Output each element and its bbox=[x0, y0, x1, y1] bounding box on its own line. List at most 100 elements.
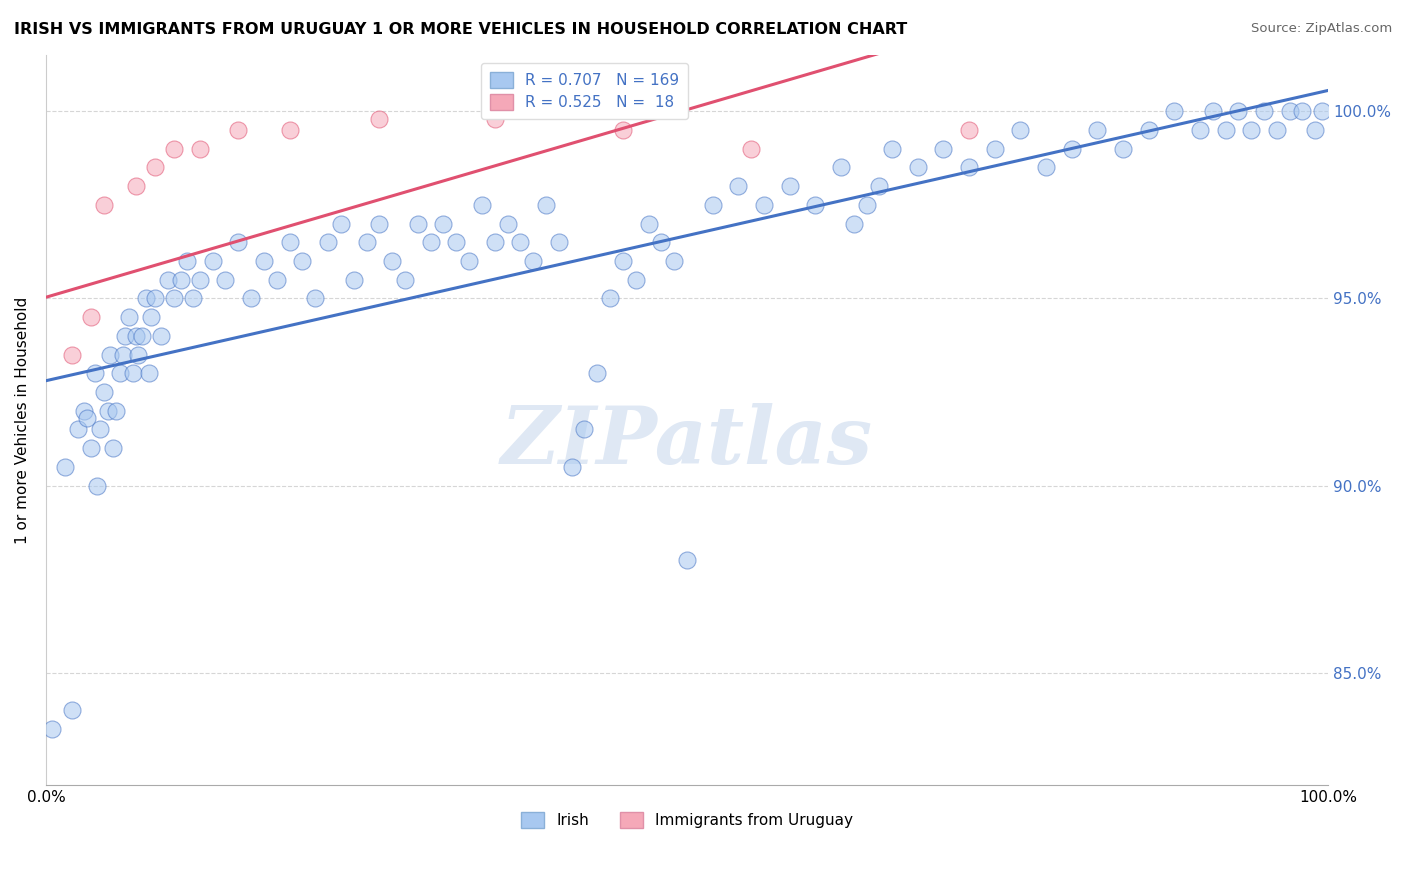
Point bbox=[93, 198, 115, 212]
Point bbox=[73, 403, 96, 417]
Point bbox=[1163, 104, 1185, 119]
Point bbox=[76, 411, 98, 425]
Point bbox=[96, 403, 118, 417]
Point bbox=[907, 161, 929, 175]
Point bbox=[1227, 104, 1250, 119]
Point bbox=[1060, 142, 1083, 156]
Point bbox=[122, 367, 145, 381]
Point bbox=[779, 179, 801, 194]
Point bbox=[664, 254, 686, 268]
Point bbox=[201, 254, 224, 268]
Point bbox=[125, 329, 148, 343]
Point bbox=[702, 198, 724, 212]
Point bbox=[855, 198, 877, 212]
Point bbox=[534, 198, 557, 212]
Point bbox=[637, 217, 659, 231]
Point bbox=[278, 235, 301, 250]
Point bbox=[176, 254, 198, 268]
Point bbox=[80, 310, 103, 325]
Point bbox=[624, 273, 647, 287]
Point bbox=[143, 161, 166, 175]
Point bbox=[394, 273, 416, 287]
Point bbox=[60, 348, 83, 362]
Point bbox=[316, 235, 339, 250]
Point bbox=[381, 254, 404, 268]
Point bbox=[1278, 104, 1301, 119]
Point bbox=[932, 142, 955, 156]
Point bbox=[163, 292, 186, 306]
Point bbox=[105, 403, 128, 417]
Point bbox=[156, 273, 179, 287]
Point bbox=[484, 112, 506, 126]
Point bbox=[53, 459, 76, 474]
Point bbox=[131, 329, 153, 343]
Point bbox=[143, 292, 166, 306]
Point bbox=[118, 310, 141, 325]
Point bbox=[752, 198, 775, 212]
Point bbox=[676, 553, 699, 567]
Point bbox=[266, 273, 288, 287]
Point bbox=[727, 179, 749, 194]
Point bbox=[509, 235, 531, 250]
Point bbox=[110, 367, 132, 381]
Point bbox=[226, 235, 249, 250]
Point bbox=[45, 834, 67, 848]
Point bbox=[98, 348, 121, 362]
Point bbox=[1202, 104, 1225, 119]
Point bbox=[957, 123, 980, 137]
Point bbox=[522, 254, 544, 268]
Point bbox=[150, 329, 173, 343]
Point bbox=[574, 422, 596, 436]
Point bbox=[612, 254, 634, 268]
Point bbox=[80, 441, 103, 455]
Point bbox=[650, 235, 672, 250]
Point bbox=[253, 254, 276, 268]
Point bbox=[1215, 123, 1237, 137]
Point bbox=[804, 198, 827, 212]
Point bbox=[125, 179, 148, 194]
Point bbox=[139, 310, 162, 325]
Point bbox=[1305, 123, 1327, 137]
Point bbox=[41, 722, 63, 736]
Point bbox=[561, 459, 583, 474]
Point bbox=[882, 142, 904, 156]
Point bbox=[957, 161, 980, 175]
Point bbox=[406, 217, 429, 231]
Point bbox=[304, 292, 326, 306]
Point bbox=[368, 217, 391, 231]
Text: IRISH VS IMMIGRANTS FROM URUGUAY 1 OR MORE VEHICLES IN HOUSEHOLD CORRELATION CHA: IRISH VS IMMIGRANTS FROM URUGUAY 1 OR MO… bbox=[14, 22, 907, 37]
Point bbox=[1310, 104, 1333, 119]
Point bbox=[432, 217, 454, 231]
Point bbox=[868, 179, 890, 194]
Point bbox=[127, 348, 149, 362]
Point bbox=[93, 385, 115, 400]
Point bbox=[419, 235, 441, 250]
Point bbox=[740, 142, 762, 156]
Point bbox=[60, 703, 83, 717]
Point bbox=[356, 235, 378, 250]
Text: Source: ZipAtlas.com: Source: ZipAtlas.com bbox=[1251, 22, 1392, 36]
Point bbox=[830, 161, 852, 175]
Point bbox=[188, 142, 211, 156]
Legend: Irish, Immigrants from Uruguay: Irish, Immigrants from Uruguay bbox=[513, 805, 860, 836]
Point bbox=[1265, 123, 1288, 137]
Point bbox=[111, 348, 134, 362]
Point bbox=[114, 329, 136, 343]
Point bbox=[586, 367, 609, 381]
Point bbox=[1085, 123, 1108, 137]
Point bbox=[984, 142, 1007, 156]
Point bbox=[1188, 123, 1211, 137]
Point bbox=[329, 217, 352, 231]
Point bbox=[66, 422, 89, 436]
Point bbox=[291, 254, 314, 268]
Point bbox=[1010, 123, 1032, 137]
Point bbox=[599, 292, 621, 306]
Point bbox=[458, 254, 481, 268]
Point bbox=[214, 273, 236, 287]
Point bbox=[1112, 142, 1135, 156]
Point bbox=[343, 273, 366, 287]
Point bbox=[446, 235, 468, 250]
Point bbox=[368, 112, 391, 126]
Point bbox=[1253, 104, 1275, 119]
Point bbox=[135, 292, 157, 306]
